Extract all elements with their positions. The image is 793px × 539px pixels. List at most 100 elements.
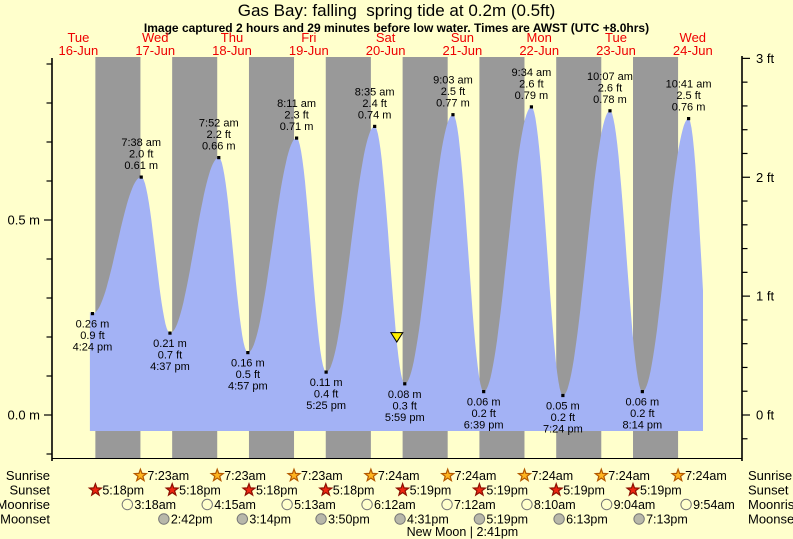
new-moon-note: New Moon | 2:41pm [407,525,519,539]
sunrise-time: 7:23am [147,469,189,483]
day-date-label: 16-Jun [59,43,99,58]
sunset-time: 5:18pm [102,484,144,498]
sunset-time: 5:18pm [256,484,298,498]
sunrise-star-icon [132,467,149,483]
moonset-moon-icon [236,513,249,525]
low-tide-annotation: 0.4 ft [314,389,338,401]
moonrise-time: 8:10am [534,498,576,512]
tide-event-dot [451,113,455,117]
sunrise-star-icon [440,467,456,483]
right-axis-label: 1 ft [756,289,774,304]
sunrise-time: 7:24am [608,469,650,483]
day-name-label: Thu [221,30,243,45]
low-tide-annotation: 5:25 pm [306,400,346,412]
high-tide-annotation: 0.74 m [358,109,392,121]
sunset-star-icon [164,481,180,497]
low-tide-annotation: 4:57 pm [228,381,268,393]
high-tide-annotation: 7:38 am [121,137,161,149]
low-tide-annotation: 0.26 m [76,319,110,331]
sunset-time: 5:18pm [179,484,221,498]
sunrise-star-icon [516,467,533,483]
sunset-star-icon [625,481,641,497]
high-tide-annotation: 0.76 m [672,102,706,114]
sunset-time: 5:19pm [640,484,682,498]
sunset-time: 5:19pm [563,484,605,498]
astro-row-label-right: Sunrise [748,468,792,483]
left-axis-label: 0.5 m [7,213,40,228]
moonset-time: 3:50pm [328,513,370,527]
high-tide-annotation: 8:11 am [277,98,316,110]
day-name-label: Tue [67,30,89,45]
sunset-star-icon [241,481,257,497]
tide-event-dot [139,175,143,179]
moonset-moon-icon [315,513,327,525]
high-tide-annotation: 2.2 ft [207,129,231,141]
high-tide-annotation: 0.66 m [202,141,236,153]
low-tide-annotation: 0.2 ft [630,408,654,420]
moonset-time: 4:31pm [407,513,449,527]
sunrise-time: 7:24am [455,469,497,483]
low-tide-annotation: 6:39 pm [464,420,504,432]
high-tide-annotation: 9:34 am [512,67,552,79]
high-tide-annotation: 2.3 ft [284,110,308,122]
day-date-label: 17-Jun [135,43,175,58]
right-axis-label: 0 ft [756,408,774,423]
day-name-label: Mon [527,30,552,45]
right-axis-label: 2 ft [756,170,774,185]
moonrise-time: 7:12am [454,498,496,512]
sunrise-time: 7:23am [224,469,266,483]
astro-row-label-left: Moonrise [0,497,50,512]
high-tide-annotation: 2.5 ft [441,86,465,98]
high-tide-annotation: 0.61 m [124,160,158,172]
moonset-time: 3:14pm [249,513,291,527]
tide-event-dot [482,390,486,394]
moonset-moon-icon [633,513,645,525]
day-date-label: 21-Jun [443,43,483,58]
tide-event-dot [608,109,612,113]
sunrise-time: 7:24am [685,469,727,483]
moonset-moon-icon [158,513,170,525]
low-tide-annotation: 4:24 pm [73,342,113,354]
high-tide-annotation: 2.6 ft [519,78,543,90]
day-name-label: Wed [142,30,169,45]
chart-subtitle: Image captured 2 hours and 29 minutes be… [143,21,650,35]
astro-row-label-right: Moonset [748,512,793,527]
low-tide-annotation: 0.06 m [467,397,501,409]
low-tide-annotation: 7:24 pm [543,424,583,436]
left-axis-label: 0.0 m [7,408,40,423]
sunrise-star-icon [363,467,379,483]
astro-row-label-left: Moonset [0,512,50,527]
sunrise-star-icon [286,467,302,483]
tide-event-dot [294,136,299,140]
low-tide-annotation: 0.2 ft [471,408,495,420]
moonrise-moon-icon [201,498,213,511]
sunset-time: 5:19pm [410,484,452,498]
tide-event-dot [561,393,565,398]
sunset-star-icon [548,481,564,497]
high-tide-annotation: 10:07 am [587,71,633,83]
sunset-star-icon [87,481,104,497]
moonrise-moon-icon [600,498,613,511]
high-tide-annotation: 2.0 ft [129,149,153,161]
low-tide-annotation: 0.3 ft [393,400,417,412]
tide-event-dot [640,390,644,394]
moonrise-moon-icon [441,498,453,511]
sunset-star-icon [471,481,488,497]
sunset-star-icon [318,481,334,497]
tide-event-dot [168,331,172,335]
moonset-moon-icon [553,513,565,525]
astro-row-label-right: Sunset [748,483,789,498]
high-tide-annotation: 2.6 ft [598,82,622,94]
tide-event-dot [373,124,377,128]
chart-title: Gas Bay: falling spring tide at 0.2m (0.… [237,1,556,20]
moonset-moon-icon [394,513,406,525]
low-tide-annotation: 0.7 ft [158,350,182,362]
high-tide-annotation: 0.71 m [280,121,314,133]
astro-row-label-left: Sunset [10,483,51,498]
sunset-star-icon [394,481,411,497]
low-tide-annotation: 5:59 pm [385,412,425,424]
high-tide-annotation: 2.4 ft [362,98,386,110]
day-date-label: 19-Jun [289,43,329,58]
